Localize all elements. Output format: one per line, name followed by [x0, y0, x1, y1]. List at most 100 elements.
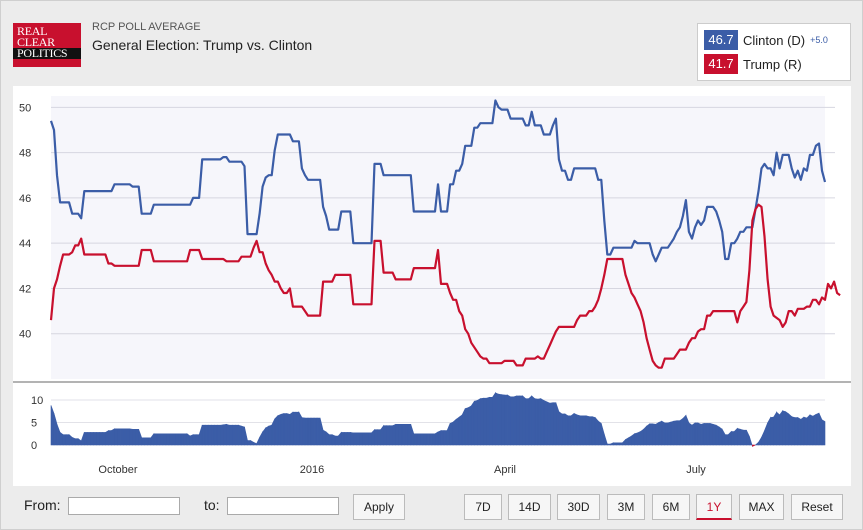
spread-area-segment [540, 398, 545, 446]
spread-area-segment [473, 400, 478, 446]
spread-area-segment [522, 395, 526, 446]
spread-area-segment [534, 398, 539, 446]
spread-area-segment [232, 424, 236, 446]
spread-area-segment [120, 428, 124, 446]
spread-area-segment [434, 431, 439, 446]
range-6m-button[interactable]: 6M [652, 494, 690, 520]
spread-area-segment [108, 430, 112, 446]
spread-area-segment [386, 425, 390, 446]
spread-area-segment [186, 433, 191, 446]
spread-area-segment [256, 437, 260, 446]
spread-area-segment [419, 433, 424, 446]
spread-area-segment [655, 421, 660, 446]
spread-area-segment [129, 428, 133, 446]
spread-area-segment [489, 396, 493, 446]
range-30d-button[interactable]: 30D [557, 494, 600, 520]
spread-area-segment [543, 399, 548, 446]
from-date-input[interactable] [68, 497, 180, 515]
spread-area-segment [516, 395, 520, 446]
x-tick-label: October [98, 464, 137, 476]
range-14d-button[interactable]: 14D [508, 494, 551, 520]
spread-area-segment [425, 433, 430, 446]
spread-area-segment [295, 411, 300, 446]
spread-area-segment [715, 424, 720, 446]
range-7d-button[interactable]: 7D [464, 494, 502, 520]
plot-area[interactable]: 50 48 46 44 42 40 10 5 0 October 2016 April July [13, 86, 851, 486]
spread-area-segment [68, 433, 73, 446]
spread-area-segment [504, 394, 508, 446]
spread-area-segment [697, 422, 702, 446]
spread-area-segment [431, 433, 436, 446]
spread-area-segment [727, 430, 732, 446]
spread-area-segment [800, 416, 805, 446]
spread-area-segment [679, 417, 684, 446]
logo-line-3: Politics [13, 47, 81, 59]
spread-area-segment [250, 439, 254, 446]
spread-area-segment [304, 417, 309, 446]
spread-area-segment [767, 416, 771, 446]
trump-series-line [49, 203, 841, 369]
spread-area-segment [634, 432, 638, 446]
spread-area-segment [721, 428, 726, 446]
to-date-input[interactable] [227, 497, 339, 515]
spread-area-segment [467, 405, 472, 446]
spread-area-segment [274, 415, 279, 446]
spread-area-segment [640, 428, 644, 446]
logo-line-2: Clear [17, 35, 55, 49]
spread-area-segment [53, 413, 58, 446]
spread-area-segment [452, 418, 457, 446]
spread-area-segment [443, 430, 448, 446]
spread-area-segment [389, 425, 393, 446]
apply-button[interactable]: Apply [353, 494, 405, 520]
x-tick-label: 2016 [300, 464, 324, 476]
range-1y-button[interactable]: 1Y [696, 494, 732, 520]
spread-area-segment [709, 422, 714, 446]
spread-area-segment [519, 395, 523, 446]
spread-area-segment [682, 414, 687, 446]
y-tick-label: 48 [19, 148, 31, 160]
spread-area-segment [486, 396, 490, 446]
spread-area-segment [507, 394, 511, 446]
range-max-button[interactable]: MAX [739, 494, 784, 520]
spread-area-segment [700, 422, 705, 446]
spread-area-segment [262, 426, 266, 446]
spread-area-segment [658, 420, 663, 446]
spread-area-segment [480, 397, 484, 446]
spread-area-segment [637, 431, 641, 446]
spread-area-segment [794, 417, 799, 446]
spread-area-segment [600, 423, 605, 446]
spread-area-segment [818, 412, 823, 446]
spread-area-segment [346, 432, 351, 446]
spread-area-segment [688, 422, 693, 446]
spread-area-segment [362, 432, 366, 446]
spread-area-segment [625, 437, 629, 446]
spread-area-segment [353, 432, 357, 446]
spread-area-segment [96, 432, 100, 446]
range-3m-button[interactable]: 3M [607, 494, 645, 520]
chart-kicker: RCP POLL AVERAGE [92, 21, 201, 33]
spread-area-segment [470, 400, 475, 446]
spread-area-segment [422, 433, 427, 446]
spread-area-segment [307, 417, 312, 446]
spread-area-segment [150, 432, 155, 446]
spread-area-segment [71, 436, 76, 446]
reset-button[interactable]: Reset [791, 494, 843, 520]
spread-area-segment [229, 424, 233, 446]
spread-area-segment [652, 423, 656, 446]
spread-area-segment [752, 444, 756, 447]
spread-area-segment [337, 431, 342, 446]
spread-area-segment [171, 433, 176, 446]
spread-area-segment [561, 413, 566, 446]
spread-area-segment [733, 427, 738, 446]
range-controls: From: to: Apply 7D 14D 30D 3M 6M 1Y MAX … [1, 489, 862, 529]
spread-area-segment [138, 429, 143, 446]
spread-area-segment [356, 432, 360, 446]
spread-area-segment [594, 416, 599, 446]
spread-area-segment [259, 430, 263, 446]
spread-area-segment [446, 423, 451, 446]
spread-area-segment [413, 433, 418, 446]
trump-value: 41.7 [704, 54, 738, 74]
spread-area-segment [797, 417, 802, 446]
spread-area-segment [174, 433, 179, 446]
